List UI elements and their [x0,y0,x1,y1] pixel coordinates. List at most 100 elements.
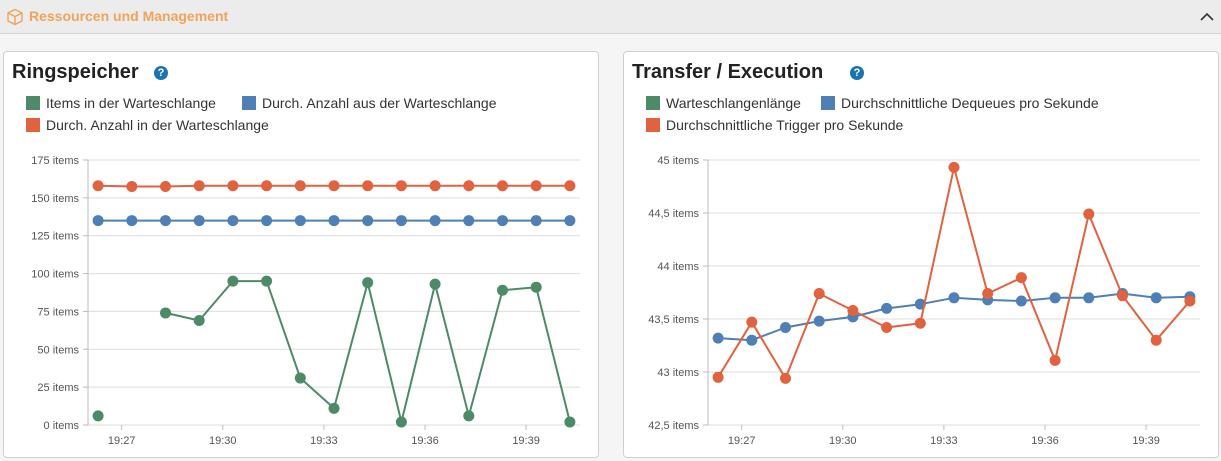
data-point [1150,334,1162,346]
data-point [92,215,104,227]
legend-label: Durchschnittliche Dequeues pro Sekunde [841,95,1099,111]
y-tick-label: 50 items [37,344,79,356]
x-tick-label: 19:30 [209,435,237,447]
data-point [881,302,893,314]
data-point [395,416,407,428]
data-point [530,215,542,227]
data-point [530,180,542,192]
legend-item-queue-length[interactable]: Warteschlangenlänge [646,95,801,111]
data-point [530,281,542,293]
legend-item-dequeues[interactable]: Durchschnittliche Dequeues pro Sekunde [821,95,1099,111]
chevron-up-icon[interactable] [1199,9,1215,25]
x-tick-label: 19:27 [728,435,756,447]
data-point [1015,295,1027,307]
y-tick-label: 43 items [657,367,699,379]
data-point [227,275,239,287]
data-point [328,402,340,414]
data-point [362,215,374,227]
y-tick-label: 44 items [657,261,699,273]
x-tick-label: 19:33 [310,435,338,447]
data-point [429,215,441,227]
ringspeicher-panel: Ringspeicher ? Items in der Warteschlang… [3,51,599,458]
series-line [717,166,1191,380]
data-point [294,215,306,227]
y-tick-label: 100 items [31,269,79,281]
x-tick-label: 19:27 [108,435,136,447]
data-point [712,371,724,383]
legend-swatch [646,96,660,110]
legend-label: Durch. Anzahl aus der Warteschlange [262,95,497,111]
legend-item-triggers[interactable]: Durchschnittliche Trigger pro Sekunde [646,117,903,133]
x-tick-label: 19:33 [930,435,958,447]
section-header: Ressourcen und Management [0,0,1221,34]
help-icon[interactable]: ? [154,66,168,80]
data-point [362,180,374,192]
data-point [463,215,475,227]
panel-title: Ringspeicher [12,61,139,83]
legend-item-dequeue[interactable]: Durch. Anzahl aus der Warteschlange [242,95,497,111]
data-point [160,181,172,192]
data-point [160,215,172,227]
y-tick-label: 75 items [37,306,79,318]
legend-swatch [26,118,40,132]
legend-label: Durchschnittliche Trigger pro Sekunde [666,117,904,133]
box-icon [7,8,23,26]
data-point [1184,295,1196,307]
x-tick-label: 19:36 [411,435,439,447]
transfer-execution-chart: 42,5 items 43 items 43,5 items 44 items 44,5… [648,155,1200,447]
ringspeicher-chart: 0 items 25 items 50 items 75 items 100 items… [31,155,580,447]
data-point [564,215,576,227]
data-point [948,292,960,304]
data-point [1150,292,1162,304]
data-point [948,161,960,173]
legend-swatch [242,96,256,110]
data-point [92,180,104,192]
legend-item-enqueue[interactable]: Durch. Anzahl in der Warteschlange [26,117,269,133]
data-point [780,321,792,333]
y-tick-label: 43,5 items [648,314,699,326]
data-point [564,180,576,192]
data-point [712,332,724,344]
data-point [847,305,859,317]
y-tick-label: 44,5 items [648,208,699,220]
data-point [982,288,994,300]
x-tick-label: 19:30 [829,435,857,447]
legend-item-items[interactable]: Items in der Warteschlange [26,95,216,111]
data-point [463,410,475,422]
data-point [496,180,508,192]
y-tick-label: 25 items [37,382,79,394]
section-title: Ressourcen und Management [29,8,229,24]
data-point [496,215,508,227]
data-point [193,180,205,192]
data-point [429,180,441,192]
data-point [227,180,239,192]
x-tick-label: 19:36 [1031,435,1059,447]
legend-label: Warteschlangenlänge [666,95,801,111]
help-icon[interactable]: ? [850,66,864,80]
data-point [126,215,138,227]
transfer-execution-panel: Transfer / Execution ? Warteschlangenlän… [623,51,1219,458]
data-point [395,215,407,227]
data-point [193,215,205,227]
data-point [429,278,441,290]
data-point [780,372,792,384]
y-tick-label: 125 items [31,231,79,243]
y-tick-label: 45 items [657,155,699,167]
y-tick-label: 175 items [31,155,79,167]
data-point [1049,292,1061,304]
data-point [496,284,508,296]
data-point [328,215,340,227]
data-point [294,180,306,192]
y-tick-label: 42,5 items [648,420,699,432]
series-line [165,280,571,423]
data-point [463,180,475,192]
data-point [261,215,273,227]
data-point [362,277,374,289]
data-point [564,416,576,428]
data-point [746,316,758,328]
legend-swatch [646,118,660,132]
legend-swatch [26,96,40,110]
data-point [914,317,926,329]
legend-label: Durch. Anzahl in der Warteschlange [46,117,269,133]
data-point [1083,208,1095,220]
